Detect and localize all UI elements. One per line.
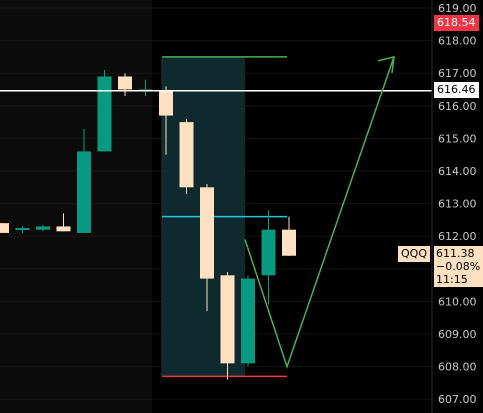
y-tick-label: 608.00 [438,361,477,374]
price-change: −0.08% [436,260,481,273]
candle-body [56,226,71,232]
y-tick-label: 610.00 [438,295,477,308]
bar-countdown: 11:15 [436,273,468,286]
y-tick-label: 617.00 [438,67,477,80]
current-price-box: 611.38 −0.08% 11:15 [434,246,483,287]
current-price: 611.38 [436,247,475,260]
session-shade [0,0,152,413]
candle-body [220,275,235,364]
candle-body [97,76,112,152]
projection-path [244,56,395,369]
y-tick-label: 612.00 [438,230,477,243]
last-price-label: 618.54 [434,15,479,31]
projection-arrowhead [377,55,395,73]
y-tick-label: 607.00 [438,393,477,406]
candle-body [200,187,214,279]
y-tick-label: 614.00 [438,165,477,178]
candle-body [15,228,30,231]
y-tick-label: 615.00 [438,132,477,145]
candle-body [118,76,132,90]
candle-body [159,91,173,116]
symbol-label: QQQ [398,246,430,262]
y-tick-label: 609.00 [438,328,477,341]
candle-body [261,229,276,276]
horizontal-line-price-label: 616.46 [434,82,479,98]
candle-body [0,223,9,233]
y-tick-label: 616.00 [438,100,477,113]
y-tick-label: 618.00 [438,35,477,48]
candle-body [179,122,194,188]
y-tick-label: 613.00 [438,198,477,211]
candle-body [282,229,296,256]
y-tick-label: 619.00 [438,2,477,15]
candle-body [77,151,91,233]
candle-body [241,278,255,364]
candle-body [36,226,50,230]
